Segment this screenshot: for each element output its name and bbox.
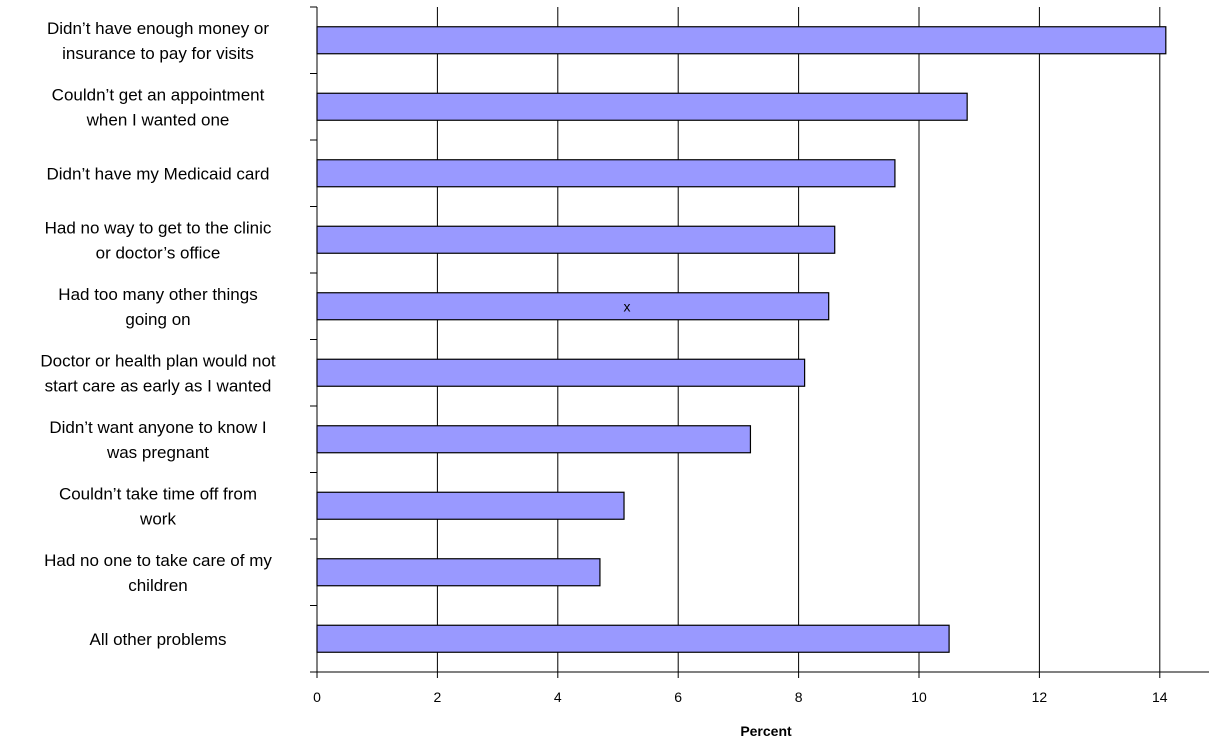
annotations: x (624, 298, 631, 314)
bar-0 (316, 26, 1167, 55)
x-tick-label-4: 8 (795, 689, 803, 705)
category-label-6-line-0: Didn’t want anyone to know I (49, 418, 266, 437)
bar-2 (316, 159, 896, 188)
x-tick-label-2: 4 (554, 689, 562, 705)
category-label-3-line-1: or doctor’s office (96, 243, 221, 262)
annotation-0: x (624, 298, 631, 314)
bar-3 (316, 225, 836, 254)
x-tick-label-1: 2 (434, 689, 442, 705)
category-label-1-line-1: when I wanted one (86, 110, 230, 129)
bar-6 (316, 425, 752, 454)
x-tick-label-5: 10 (911, 689, 927, 705)
bar-4 (316, 292, 830, 321)
bar-9 (316, 624, 950, 653)
x-tick-label-7: 14 (1152, 689, 1168, 705)
x-tick-label-3: 6 (674, 689, 682, 705)
category-label-4-line-0: Had too many other things (58, 285, 257, 304)
category-label-5-line-1: start care as early as I wanted (45, 376, 272, 395)
bars (316, 26, 1167, 653)
category-label-4-line-1: going on (125, 310, 190, 329)
category-label-6-line-1: was pregnant (106, 443, 209, 462)
bar-8 (316, 558, 601, 587)
category-label-8-line-1: children (128, 576, 188, 595)
category-label-0-line-1: insurance to pay for visits (62, 44, 254, 63)
bar-5 (316, 358, 806, 387)
category-label-1-line-0: Couldn’t get an appointment (52, 85, 265, 104)
axes (310, 6, 1209, 678)
category-label-7-line-0: Couldn’t take time off from (59, 484, 257, 503)
category-label-5-line-0: Doctor or health plan would not (40, 351, 276, 370)
x-tick-label-0: 0 (313, 689, 321, 705)
category-label-9-line-0: All other problems (89, 630, 226, 649)
bar-1 (316, 92, 968, 121)
category-label-7-line-1: work (139, 509, 176, 528)
category-label-0-line-0: Didn’t have enough money or (47, 19, 269, 38)
category-label-2-line-0: Didn’t have my Medicaid card (47, 164, 270, 183)
x-axis-title: Percent (740, 723, 792, 739)
category-label-3-line-0: Had no way to get to the clinic (45, 218, 272, 237)
category-label-8-line-0: Had no one to take care of my (44, 551, 272, 570)
x-tick-label-6: 12 (1032, 689, 1048, 705)
bar-7 (316, 491, 625, 520)
tick-labels: 0 2 4 6 8 10 12 14 (313, 689, 1168, 705)
category-labels: Didn’t have enough money or insurance to … (40, 19, 276, 649)
